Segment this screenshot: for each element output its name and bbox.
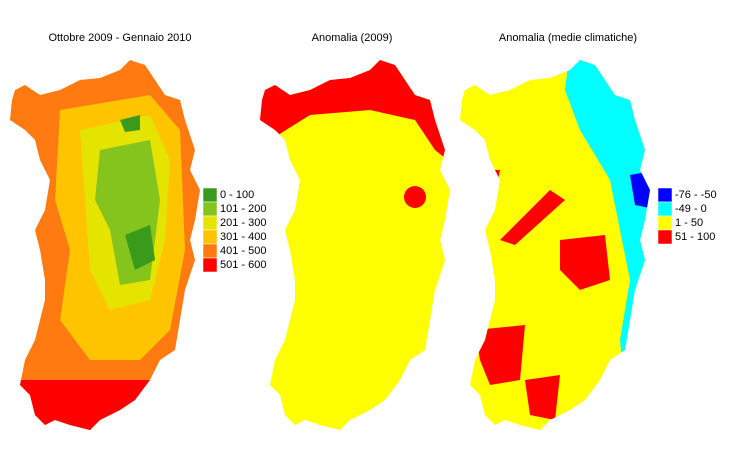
- legend-swatch: [202, 243, 218, 259]
- legend-label: 401 - 500: [220, 245, 266, 257]
- panel-title: Anomalia (medie climatiche): [499, 32, 637, 44]
- legend-label: 0 - 100: [220, 189, 254, 201]
- legend-label: 1 - 50: [675, 217, 703, 229]
- legend-label: 201 - 300: [220, 217, 266, 229]
- rainfall-map: [10, 60, 200, 430]
- panel-title: Ottobre 2009 - Gennaio 2010: [48, 32, 191, 44]
- legend-swatch: [657, 201, 673, 217]
- legend-swatch: [202, 215, 218, 231]
- climate-anomaly-map: [460, 60, 650, 430]
- legend-swatch: [202, 187, 218, 203]
- legend-swatch: [202, 229, 218, 245]
- legend-swatch: [657, 215, 673, 231]
- legend-swatch: [657, 229, 673, 245]
- legend-swatch: [202, 201, 218, 217]
- legend-swatch: [202, 257, 218, 273]
- panel-title: Anomalia (2009): [312, 32, 393, 44]
- legend-label: 501 - 600: [220, 259, 266, 271]
- legend-label: -49 - 0: [675, 203, 707, 215]
- legend-swatch: [657, 187, 673, 203]
- anomaly-map: [260, 60, 450, 430]
- legend-label: 101 - 200: [220, 203, 266, 215]
- legend-label: 301 - 400: [220, 231, 266, 243]
- legend-label: -76 - -50: [675, 189, 717, 201]
- legend-label: 51 - 100: [675, 231, 715, 243]
